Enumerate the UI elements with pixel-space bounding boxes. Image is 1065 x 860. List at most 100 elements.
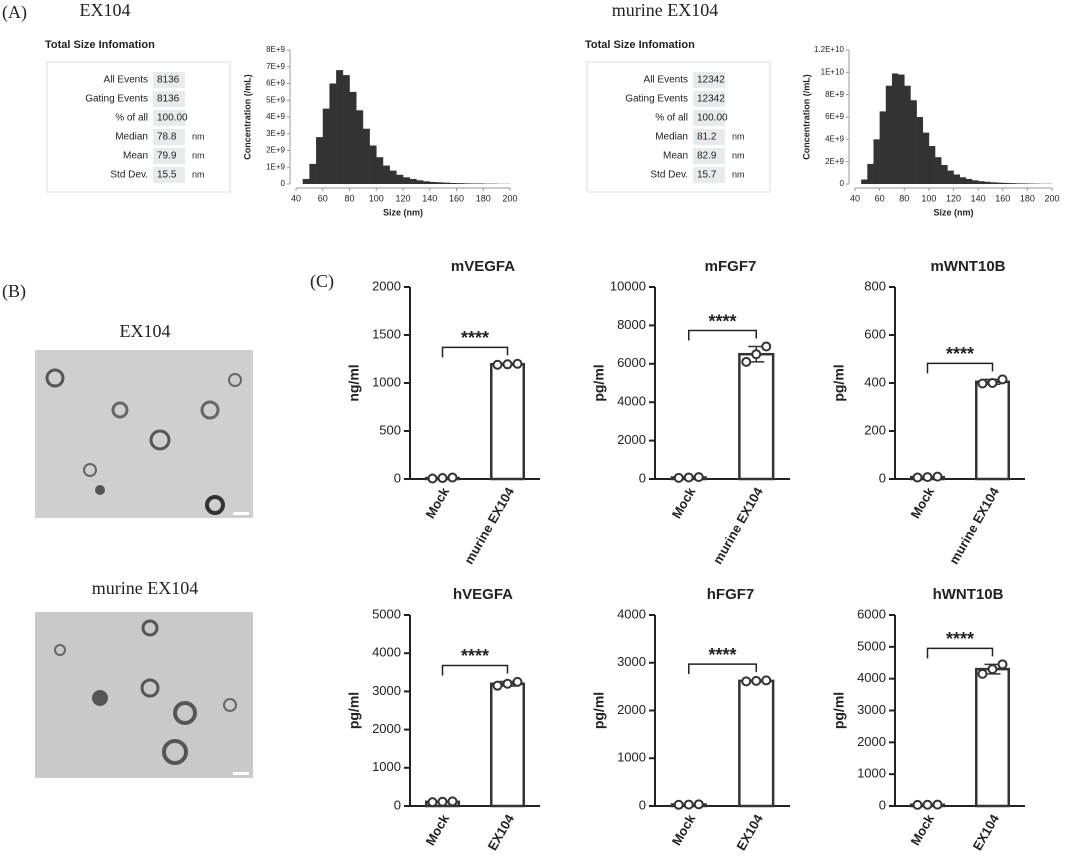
bar: [975, 380, 1010, 481]
hist-bar: [403, 177, 410, 184]
significance-label: ****: [461, 646, 489, 666]
x-tick-label: 180: [1020, 193, 1035, 203]
significance-label: ****: [946, 344, 974, 364]
x-tick-label: 140: [422, 193, 437, 203]
row-label: % of all: [115, 113, 148, 124]
x-tick-label: 160: [449, 193, 464, 203]
data-point: [512, 676, 523, 687]
x-tick-label: 120: [395, 193, 410, 203]
hist-bar: [456, 183, 464, 184]
row-value: 78.8: [157, 132, 177, 143]
significance-bracket: [688, 663, 757, 675]
value-box: [153, 129, 185, 145]
y-tick-label: 6E+9: [266, 79, 285, 88]
y-tick-label: 0: [840, 179, 845, 188]
row-value: 15.7: [697, 170, 717, 181]
hist-bar: [382, 165, 390, 184]
y-tick-label: 8E+9: [266, 45, 285, 54]
data-point: [683, 472, 694, 483]
hist-bar: [990, 182, 997, 184]
y-tick-label: 6000: [617, 355, 646, 370]
hist-bar: [1015, 183, 1022, 184]
hist-bar: [322, 108, 330, 184]
hist-bar: [443, 182, 451, 184]
tem-label: EX104: [120, 321, 171, 341]
data-point: [997, 659, 1008, 670]
data-point: [502, 359, 513, 370]
table-frame: [586, 61, 771, 193]
data-point: [987, 378, 998, 388]
data-point: [751, 349, 762, 360]
bar: [490, 363, 525, 481]
row-unit: nm: [732, 169, 745, 179]
hist-bar: [935, 157, 942, 184]
table-frame: [46, 61, 231, 193]
data-point: [437, 796, 448, 807]
hist-bar: [302, 178, 310, 184]
value-box: [693, 129, 725, 145]
chart-title: hVEGFA: [453, 586, 513, 603]
hist-bar: [978, 181, 985, 184]
hist-bar: [904, 85, 911, 184]
significance-label: ****: [708, 645, 736, 665]
row-label: Median: [115, 132, 148, 143]
significance-bracket: [926, 362, 994, 374]
value-box: [153, 110, 185, 126]
hist-bar: [873, 139, 880, 184]
y-tick-label: 1.2E+10: [814, 45, 845, 54]
row-unit: nm: [192, 131, 205, 141]
hist-bar: [389, 170, 397, 184]
hist-bar: [369, 145, 377, 184]
hist-bar: [309, 163, 317, 184]
y-tick-label: 6000: [857, 606, 886, 621]
hist-bar: [396, 174, 404, 184]
x-tick-label: 80: [344, 193, 354, 203]
hist-bar: [476, 183, 484, 184]
x-tick-label: Mock: [422, 484, 452, 521]
y-tick-label: 5000: [857, 638, 886, 653]
y-tick-label: 0: [879, 470, 886, 485]
y-tick-label: 2000: [617, 432, 646, 447]
row-value: 82.9: [697, 151, 717, 162]
hist-bar: [959, 177, 967, 184]
data-point: [437, 473, 448, 484]
significance-label: ****: [708, 311, 736, 331]
y-tick-label: 4000: [617, 394, 646, 409]
hist-bar: [996, 182, 1004, 184]
y-tick-label: 7E+9: [266, 62, 285, 71]
significance-bracket: [926, 647, 994, 659]
data-point: [673, 472, 684, 483]
y-axis-label: ng/ml: [346, 364, 362, 401]
sample-title: murine EX104: [612, 0, 718, 20]
hist-bar: [867, 163, 874, 184]
significance-label: ****: [461, 328, 489, 348]
row-value: 8136: [157, 94, 180, 105]
data-point: [912, 472, 923, 483]
y-tick-label: 2000: [372, 721, 401, 736]
y-tick-label: 3E+9: [266, 129, 285, 138]
y-tick-label: 4000: [617, 606, 646, 621]
hist-bar: [891, 73, 899, 184]
y-tick-label: 1E+9: [266, 162, 285, 171]
x-tick-label: 140: [971, 193, 986, 203]
hist-bar: [409, 178, 417, 184]
hist-bar: [329, 83, 337, 184]
y-tick-label: 4E+9: [825, 134, 844, 143]
data-point: [761, 675, 772, 686]
hist-bar: [469, 183, 477, 184]
row-label: Gating Events: [625, 94, 688, 105]
hist-bar: [965, 178, 973, 184]
hist-bar: [1002, 182, 1010, 184]
x-tick-label: 40: [291, 193, 301, 203]
row-label: All Events: [644, 75, 688, 86]
x-tick-label: murine EX104: [710, 484, 766, 567]
hist-bar: [423, 181, 431, 184]
data-point: [741, 676, 752, 687]
y-tick-label: 4000: [372, 645, 401, 660]
hist-bar: [941, 165, 948, 184]
panel-label: (B): [2, 281, 26, 302]
value-box: [693, 110, 725, 126]
hist-bar: [879, 111, 887, 184]
value-box: [693, 167, 725, 183]
